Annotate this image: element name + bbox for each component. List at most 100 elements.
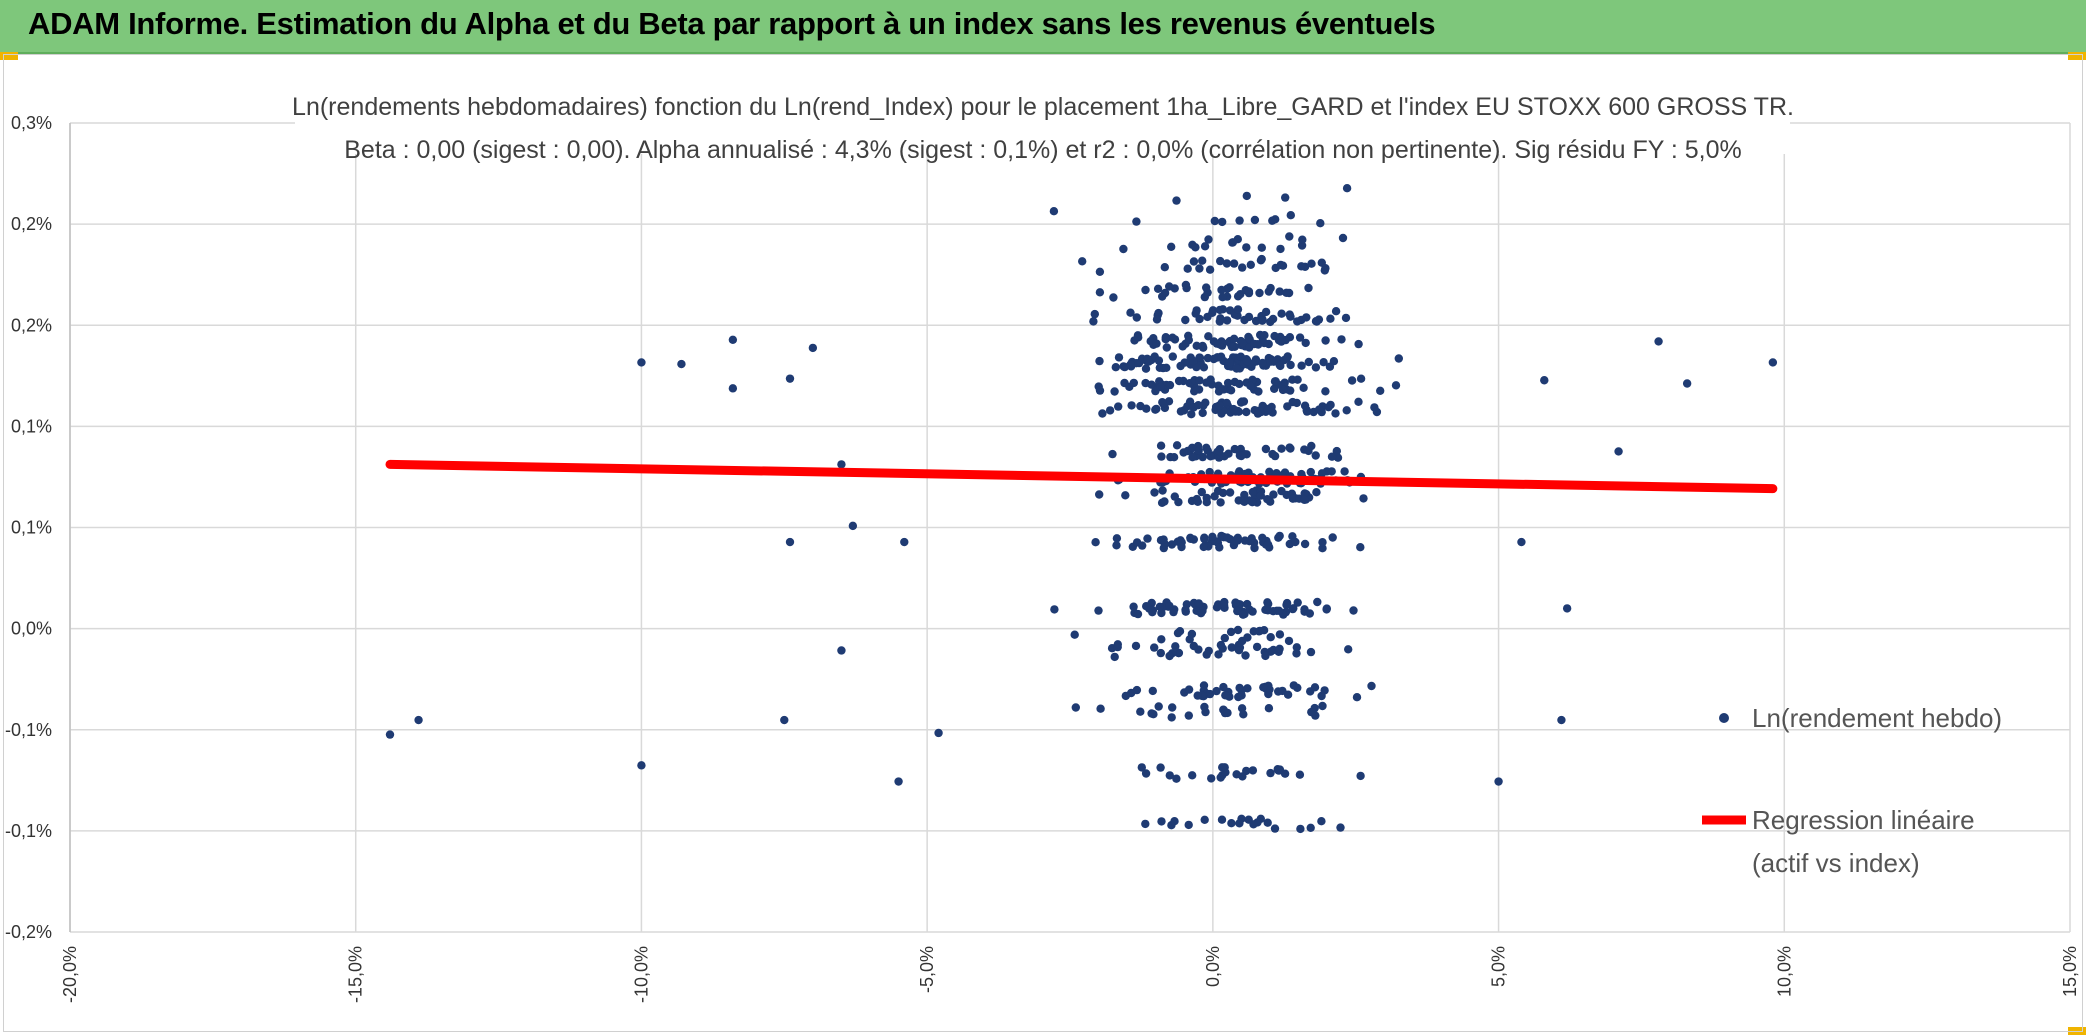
data-point xyxy=(1356,771,1365,781)
data-point xyxy=(1174,648,1183,658)
data-point xyxy=(1168,352,1178,361)
chart-legend: Ln(rendement hebdo) Regression linéaire … xyxy=(1702,703,2002,878)
data-point xyxy=(1147,709,1156,718)
data-point xyxy=(1167,713,1176,722)
data-point xyxy=(1261,444,1271,454)
data-point xyxy=(1217,815,1227,824)
data-point xyxy=(1141,378,1150,388)
data-point xyxy=(1108,449,1117,459)
data-point xyxy=(1259,683,1268,692)
legend-label-points: Ln(rendement hebdo) xyxy=(1752,703,2002,733)
data-point xyxy=(1282,600,1291,610)
data-point xyxy=(1171,642,1180,651)
data-point xyxy=(1157,452,1166,461)
data-point xyxy=(1300,495,1309,504)
data-point xyxy=(1229,259,1239,268)
x-tick-label: -5,0% xyxy=(917,946,937,993)
data-point xyxy=(1322,605,1331,614)
data-point xyxy=(1277,486,1286,496)
data-point xyxy=(1177,542,1186,552)
data-point xyxy=(1155,602,1165,611)
data-point xyxy=(1188,443,1197,452)
x-tick-label: 10,0% xyxy=(1774,946,1794,997)
data-point xyxy=(1214,650,1223,659)
data-point xyxy=(1311,363,1321,372)
page-title: ADAM Informe. Estimation du Alpha et du … xyxy=(28,6,1436,41)
data-point xyxy=(1192,362,1201,372)
y-tick-label: 0,2% xyxy=(11,315,52,335)
data-point xyxy=(1328,533,1337,542)
data-point xyxy=(1170,817,1179,826)
data-point xyxy=(1141,819,1150,829)
data-point xyxy=(1341,313,1351,323)
data-point xyxy=(1249,627,1258,636)
data-point xyxy=(1188,771,1197,780)
data-point xyxy=(1391,381,1401,390)
data-point xyxy=(1189,356,1198,366)
data-point xyxy=(1306,647,1316,657)
data-point xyxy=(1258,358,1267,368)
data-point xyxy=(1286,211,1296,220)
data-point xyxy=(1191,243,1200,252)
data-point xyxy=(1321,387,1330,396)
data-point xyxy=(1372,407,1382,417)
data-point xyxy=(1231,598,1240,607)
data-point xyxy=(1260,338,1269,348)
data-point xyxy=(1205,265,1215,274)
data-point xyxy=(1216,640,1226,650)
data-point xyxy=(1244,287,1254,296)
data-point xyxy=(1091,538,1100,547)
data-point xyxy=(1233,292,1243,301)
data-point xyxy=(1263,405,1273,414)
y-tick-label: 0,3% xyxy=(11,113,52,133)
data-point xyxy=(1296,824,1305,834)
data-point xyxy=(1301,338,1310,348)
data-point xyxy=(1271,377,1280,386)
data-point xyxy=(894,777,903,786)
data-point xyxy=(1205,467,1214,477)
data-point xyxy=(1212,603,1222,612)
data-point xyxy=(1210,216,1220,226)
data-point xyxy=(1129,602,1138,611)
data-point xyxy=(1203,446,1213,455)
chart-title: Ln(rendements hebdomadaires) fonction du… xyxy=(292,93,1794,121)
data-point xyxy=(1261,307,1271,317)
data-point xyxy=(1215,305,1225,315)
x-tick-label: 5,0% xyxy=(1489,946,1509,987)
data-point xyxy=(1223,708,1232,718)
data-point xyxy=(1095,267,1105,276)
data-point xyxy=(1216,498,1225,507)
data-point xyxy=(1314,405,1324,414)
data-point xyxy=(1238,610,1248,619)
data-point xyxy=(1136,707,1145,716)
data-point xyxy=(1222,259,1232,268)
data-point xyxy=(1274,766,1284,775)
data-point xyxy=(1184,685,1194,694)
data-point xyxy=(1285,443,1294,452)
data-point xyxy=(1226,627,1236,637)
data-point xyxy=(1235,216,1244,225)
data-point xyxy=(1258,533,1267,542)
x-tick-label: -20,0% xyxy=(60,946,80,1003)
data-point xyxy=(1132,685,1142,695)
data-point xyxy=(1682,379,1692,388)
data-point xyxy=(1283,402,1292,411)
data-point xyxy=(1354,397,1363,406)
data-point xyxy=(1347,376,1357,385)
data-point xyxy=(1141,285,1150,295)
data-point xyxy=(1190,387,1199,396)
data-point xyxy=(1142,602,1151,611)
data-point xyxy=(1150,643,1159,652)
data-point xyxy=(1078,257,1087,266)
legend-marker-points xyxy=(1719,713,1729,723)
data-point xyxy=(1212,339,1222,348)
data-point xyxy=(1165,771,1175,780)
data-point xyxy=(1248,766,1258,775)
data-point xyxy=(1194,401,1203,410)
y-tick-label: -0,2% xyxy=(5,922,52,942)
data-point xyxy=(1121,491,1130,500)
data-point xyxy=(1257,243,1267,252)
data-point xyxy=(1179,448,1188,457)
data-point xyxy=(1310,683,1320,692)
data-point xyxy=(1215,401,1224,410)
